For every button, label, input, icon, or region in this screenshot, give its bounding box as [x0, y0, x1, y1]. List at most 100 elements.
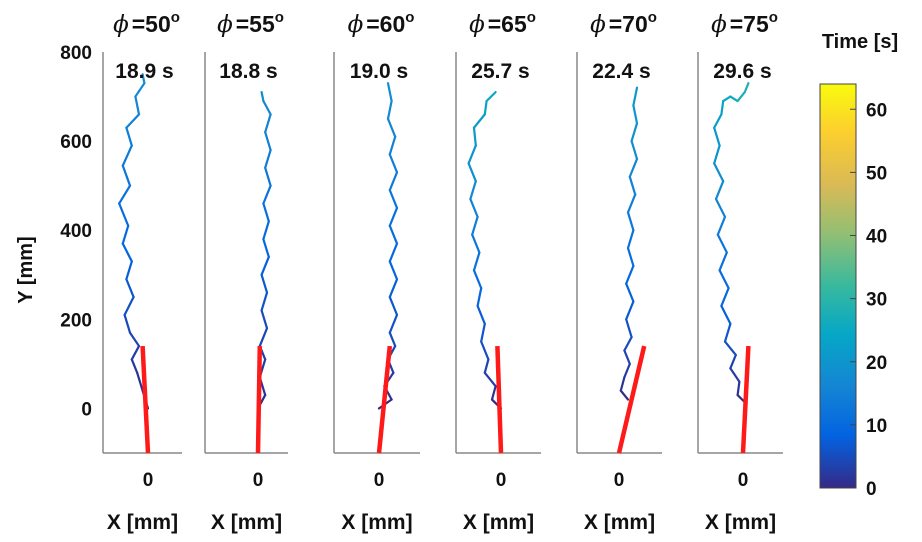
x-axis-label: X [mm] [705, 511, 776, 534]
trajectory-segment [472, 113, 486, 129]
x-tick-label: 0 [738, 470, 749, 491]
panel-5: ϕ =70o 22.4 s 0 X [mm] [576, 9, 662, 534]
trajectory-segment [713, 144, 721, 165]
trajectory-segment [722, 95, 732, 103]
trajectory-segment [388, 242, 399, 263]
trajectory-segment [386, 99, 393, 120]
trajectory-segment [467, 144, 477, 165]
trajectory-segment [469, 197, 479, 218]
colorbar-tick-label: 60 [866, 100, 887, 121]
trajectory-segment [619, 389, 630, 401]
degree-symbol: o [648, 9, 657, 26]
colorbar-tick-label: 0 [866, 479, 877, 500]
trajectory-segment [729, 353, 737, 370]
y-tick-label: 200 [60, 310, 92, 331]
panel-phi-title: ϕ =65o [469, 9, 536, 38]
trajectory-segment [118, 184, 132, 205]
panel-phi-title: ϕ =60o [348, 9, 415, 38]
trajectory-segment [720, 304, 732, 325]
trajectory-segment [626, 229, 635, 250]
y-axis-label: Y [mm] [15, 236, 37, 303]
trajectory-segment [714, 180, 725, 201]
trajectory-segment [632, 86, 639, 107]
x-axis-label: X [mm] [584, 511, 655, 534]
trajectory-segment [388, 135, 397, 156]
colorbar-tick-label: 40 [866, 227, 887, 248]
y-tick-label: 800 [60, 43, 92, 64]
trajectory-segment [134, 95, 141, 116]
trajectory-segment [736, 90, 746, 103]
trajectory-segment [128, 331, 141, 348]
trajectory-segment [260, 273, 269, 294]
trajectory-segment [260, 291, 269, 312]
phi-symbol: ϕ [217, 12, 233, 38]
trajectory-segment [260, 90, 265, 103]
trajectory-segment [472, 126, 477, 147]
y-tick-label: 600 [60, 132, 92, 153]
phi-symbol: ϕ [711, 12, 727, 38]
trajectory-segment [388, 313, 399, 334]
trajectory-segment [388, 153, 399, 174]
phi-symbol: ϕ [590, 12, 606, 38]
trajectory-segment [134, 82, 146, 98]
trajectory-segment [264, 113, 272, 134]
trajectory-segment [485, 90, 497, 103]
x-tick-label: 0 [253, 470, 264, 491]
panel-time-label: 18.9 s [115, 60, 173, 83]
panel-phi-title: ϕ =70o [590, 9, 657, 38]
trajectory-segment [121, 144, 133, 167]
trajectory-segment [388, 278, 399, 299]
colorbar-tick-label: 50 [866, 163, 887, 184]
angle-line [376, 345, 393, 454]
trajectory-segment [388, 331, 397, 348]
x-tick-label: 0 [374, 470, 385, 491]
trajectory-segment [476, 304, 486, 325]
trajectory-segment [713, 113, 723, 129]
trajectory-segment [713, 126, 721, 147]
trajectory-segment [718, 269, 730, 290]
panel-time-label: 18.8 s [219, 60, 277, 83]
panel-time-label: 22.4 s [592, 60, 650, 83]
x-tick-label: 0 [614, 470, 625, 491]
panel-phi-title: ϕ =50o [113, 9, 180, 38]
colorbar-gradient [819, 83, 857, 489]
trajectory-segment [626, 193, 637, 214]
trajectory-segment [628, 175, 637, 196]
trajectory-segment [386, 117, 397, 138]
x-axis-label: X [mm] [107, 511, 178, 534]
trajectory-segment [262, 99, 272, 116]
trajectory-segment [264, 148, 272, 169]
degree-symbol: o [527, 9, 536, 26]
trajectory-segment [125, 278, 135, 299]
panel-2: ϕ =55o 18.8 s 0 X [mm] [204, 9, 288, 534]
trajectory-segment [260, 309, 269, 330]
trajectory-segment [713, 162, 725, 183]
trajectory-segment [123, 295, 135, 316]
degree-symbol: o [275, 9, 284, 26]
trajectory-segment [472, 269, 483, 290]
trajectory-segment [118, 202, 130, 227]
trajectory-segment [628, 157, 639, 178]
trajectory-segment [388, 171, 399, 192]
trajectory-segment [736, 380, 741, 397]
x-axis-label: X [mm] [341, 511, 412, 534]
trajectory-segment [125, 113, 141, 129]
phi-symbol: ϕ [113, 12, 129, 38]
trajectory-segment [625, 318, 633, 339]
trajectory-segment [623, 349, 631, 365]
panel-1: ϕ =50o 18.9 s 0 X [mm] [102, 9, 182, 534]
trajectory-segment [467, 162, 477, 183]
trajectory-segment [262, 202, 270, 223]
panel-4: ϕ =65o 25.7 s 0 X [mm] [455, 9, 541, 534]
trajectory-segment [619, 376, 626, 392]
trajectory-segment [386, 82, 393, 103]
colorbar-tick-label: 10 [866, 416, 887, 437]
phi-value: =50 [132, 11, 171, 37]
trajectory-segment [729, 367, 741, 383]
colorbar-tick-label: 20 [866, 353, 887, 374]
y-tick-label: 400 [60, 221, 92, 242]
panel-6: ϕ =75o 29.6 s 0 X [mm] [697, 9, 783, 534]
phi-value: =60 [366, 11, 405, 37]
